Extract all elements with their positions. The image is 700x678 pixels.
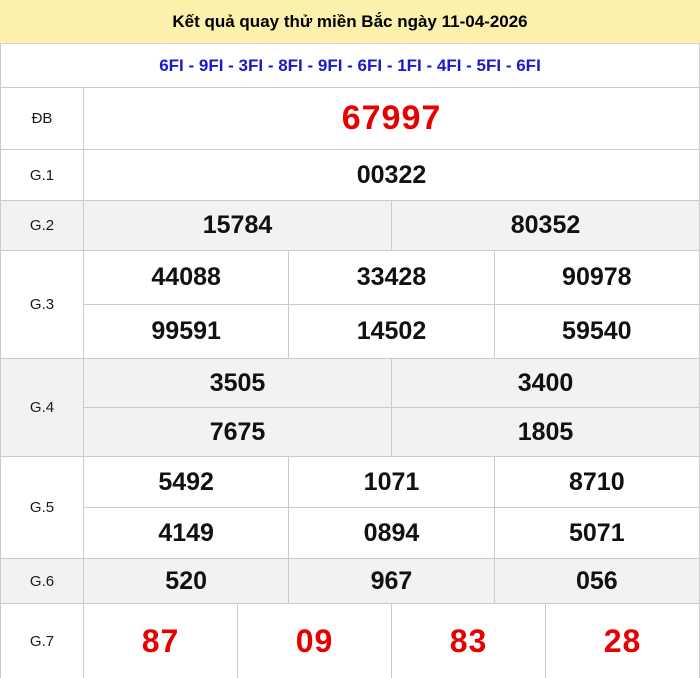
prize-number: 5071 <box>493 508 699 558</box>
prize-label-db: ĐB <box>1 88 84 149</box>
special-codes: 6FI - 9FI - 3FI - 8FI - 9FI - 6FI - 1FI … <box>1 43 699 87</box>
page-title: Kết quả quay thử miền Bắc ngày 11-04-202… <box>0 0 700 43</box>
prize-row-db: ĐB 67997 <box>1 87 699 149</box>
prize-number: 056 <box>493 559 699 603</box>
prize-number: 90978 <box>493 251 699 304</box>
prize-number: 1805 <box>391 408 699 456</box>
prize-number: 15784 <box>202 211 273 239</box>
prize-number: 44088 <box>151 263 221 291</box>
prize-label-g3: G.3 <box>1 251 84 358</box>
prize-row-g1: G.1 00322 <box>1 149 699 200</box>
prize-number: 99591 <box>151 317 221 345</box>
prize-number: 4149 <box>158 518 214 547</box>
prize-number: 33428 <box>288 251 493 304</box>
prize-number: 8710 <box>493 457 699 507</box>
prize-number: 59540 <box>493 305 699 358</box>
prize-number: 80352 <box>391 201 699 250</box>
prize-number: 14502 <box>288 305 493 358</box>
prize-label-g1: G.1 <box>1 150 84 200</box>
prize-label-g4: G.4 <box>1 359 84 456</box>
prize-number: 28 <box>545 604 699 678</box>
prize-number: 520 <box>165 566 208 595</box>
prize-row-g4: G.4 3505 3400 7675 1805 <box>1 358 699 456</box>
prize-row-g7: G.7 87 09 83 28 <box>1 603 699 678</box>
prize-number-db: 67997 <box>341 99 442 137</box>
prize-label-g7: G.7 <box>1 604 84 678</box>
results-table: 6FI - 9FI - 3FI - 8FI - 9FI - 6FI - 1FI … <box>0 43 700 678</box>
prize-number: 0894 <box>288 508 493 558</box>
prize-row-g5: G.5 5492 1071 8710 4149 0894 5071 <box>1 456 699 558</box>
prize-label-g5: G.5 <box>1 457 84 558</box>
prize-label-g2: G.2 <box>1 201 84 250</box>
prize-number: 87 <box>141 622 180 659</box>
prize-row-g6: G.6 520 967 056 <box>1 558 699 603</box>
prize-number: 3505 <box>209 368 266 397</box>
prize-number: 83 <box>391 604 545 678</box>
prize-number: 3400 <box>391 359 699 407</box>
prize-number: 00322 <box>356 160 427 189</box>
prize-label-g6: G.6 <box>1 559 84 603</box>
prize-number: 09 <box>237 604 391 678</box>
prize-number: 7675 <box>209 417 266 446</box>
prize-row-g3: G.3 44088 33428 90978 99591 14502 59540 <box>1 250 699 358</box>
prize-number: 967 <box>288 559 493 603</box>
prize-number: 5492 <box>158 467 214 496</box>
prize-number: 1071 <box>288 457 493 507</box>
prize-row-g2: G.2 15784 80352 <box>1 200 699 250</box>
